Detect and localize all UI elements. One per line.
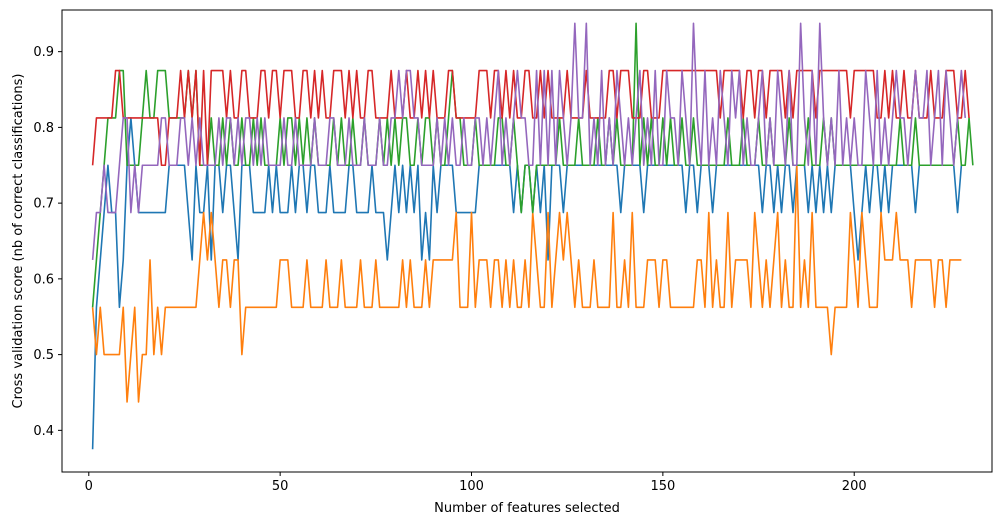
x-tick-label: 50 bbox=[272, 479, 289, 494]
y-axis-label: Cross validation score (nb of correct cl… bbox=[11, 74, 26, 409]
y-tick-label: 0.6 bbox=[33, 272, 54, 287]
x-tick-label: 100 bbox=[459, 479, 484, 494]
series-line-5 bbox=[91, 22, 967, 260]
series-line-2 bbox=[91, 164, 962, 403]
x-axis: 0 50 100 150 200 bbox=[85, 472, 867, 494]
x-tick-label: 150 bbox=[650, 479, 675, 494]
x-tick-label: 200 bbox=[842, 479, 867, 494]
x-axis-label: Number of features selected bbox=[434, 501, 620, 516]
plot-frame bbox=[61, 9, 993, 473]
y-tick-label: 0.4 bbox=[33, 424, 54, 439]
y-tick-label: 0.9 bbox=[33, 45, 54, 60]
y-tick-label: 0.5 bbox=[33, 348, 54, 363]
y-tick-label: 0.7 bbox=[33, 197, 54, 212]
y-tick-label: 0.8 bbox=[33, 121, 54, 136]
series-layer bbox=[91, 22, 974, 450]
series-line-4 bbox=[91, 69, 970, 167]
y-axis: 0.4 0.5 0.6 0.7 0.8 0.9 bbox=[33, 45, 62, 439]
x-tick-label: 0 bbox=[85, 479, 93, 494]
